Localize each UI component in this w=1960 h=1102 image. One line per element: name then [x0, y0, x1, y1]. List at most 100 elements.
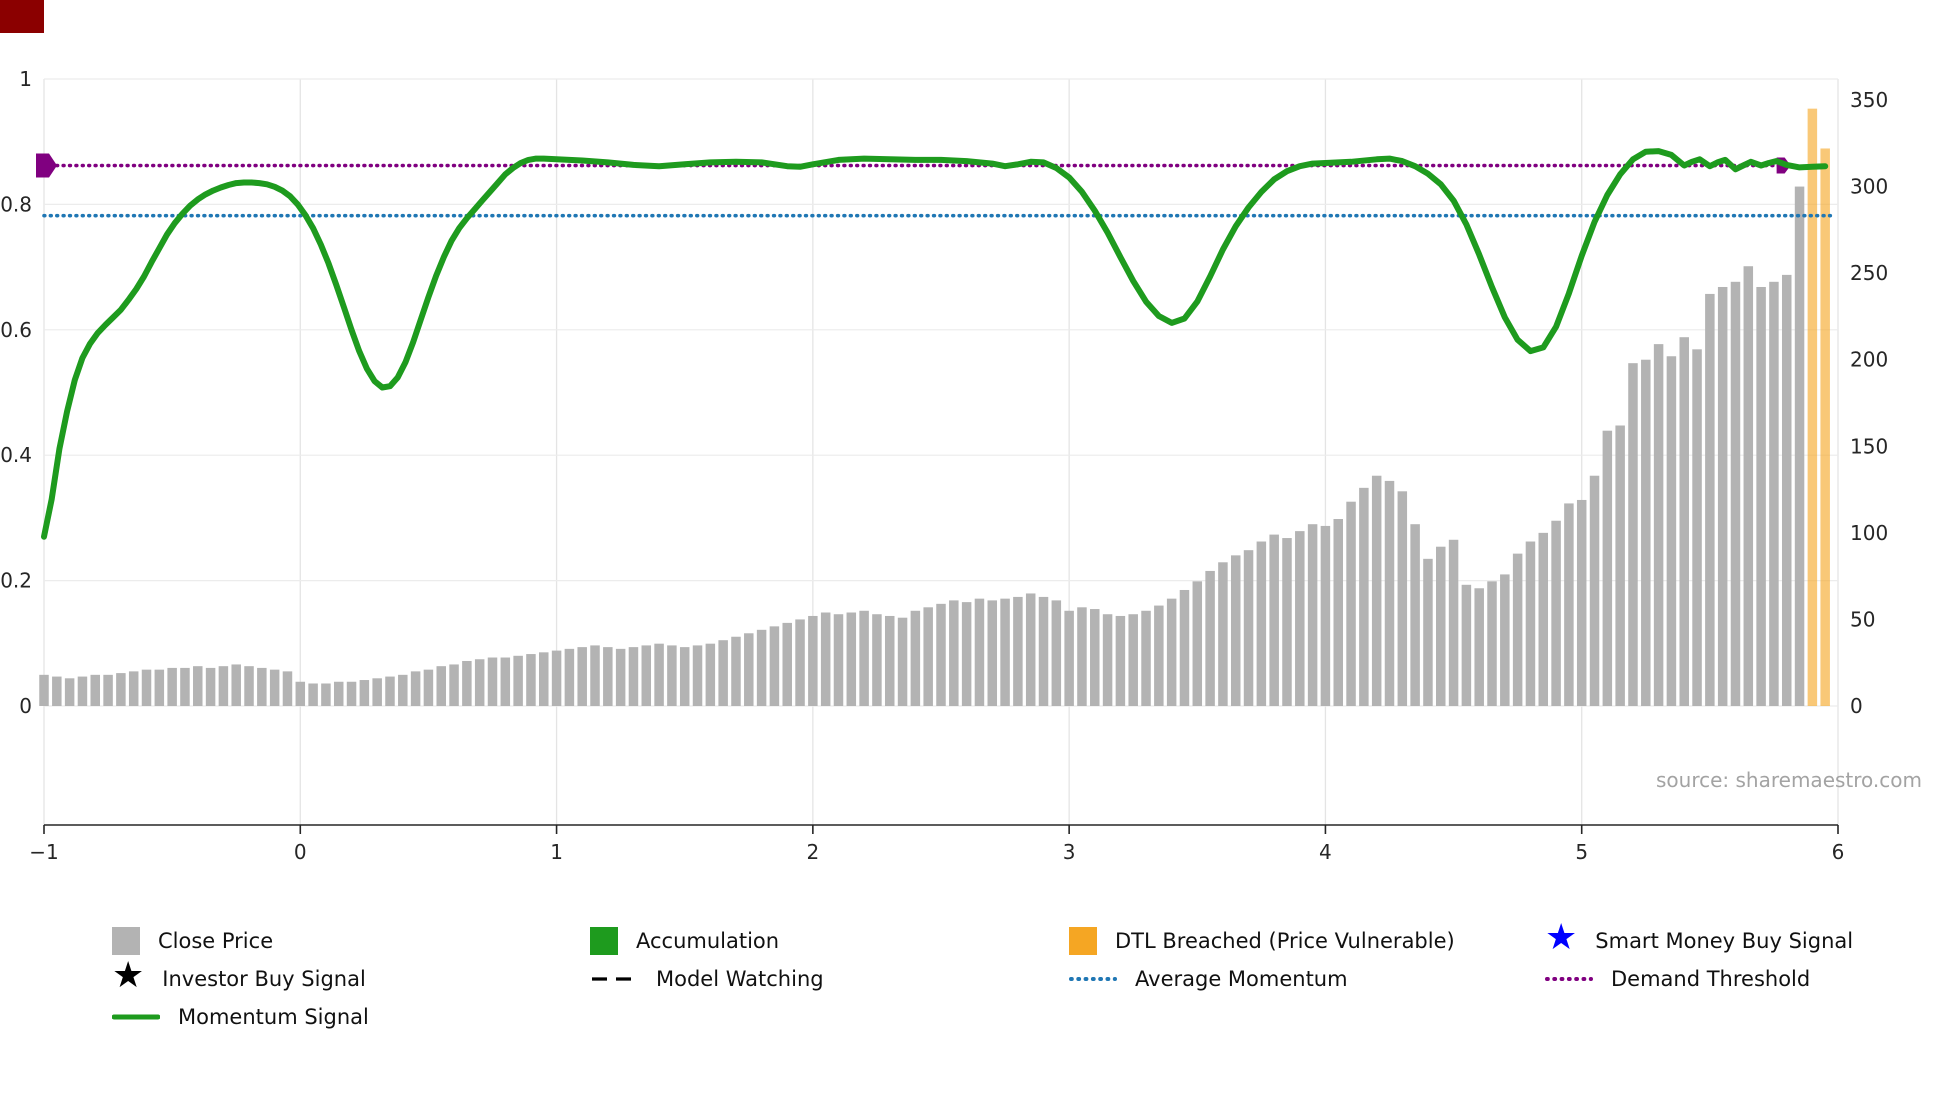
- smart-money-buy-signal-star-icon: ★: [1545, 917, 1578, 958]
- close-price-bar: [603, 647, 613, 706]
- close-price-bar: [500, 657, 511, 706]
- close-price-bar: [1461, 584, 1472, 706]
- close-price-bar: [1384, 480, 1395, 706]
- close-price-bar: [1128, 614, 1138, 706]
- close-price-bar: [1154, 605, 1164, 706]
- legend-item-demand-threshold: Demand Threshold: [1545, 960, 1810, 998]
- legend-item-model-watching: Model Watching: [590, 960, 824, 998]
- close-price-bar: [449, 664, 459, 706]
- close-price-bar: [1436, 546, 1446, 706]
- close-price-bar: [372, 678, 382, 706]
- close-price-bar: [269, 669, 280, 706]
- close-price-bar: [64, 678, 75, 706]
- investor-buy-signal-star-icon: ★: [112, 955, 145, 996]
- close-price-bar: [1320, 525, 1331, 706]
- close-price-bar: [859, 610, 869, 706]
- close-price-bar: [128, 671, 139, 706]
- close-price-bar: [77, 676, 88, 706]
- average-momentum-line-sample: [1069, 977, 1117, 981]
- close-price-bar: [1525, 541, 1536, 706]
- close-price-bar: [1282, 538, 1292, 706]
- close-price-bar: [1102, 614, 1113, 706]
- x-tick-label: −1: [29, 840, 58, 864]
- close-price-bar: [1474, 588, 1484, 706]
- close-price-bar: [1038, 596, 1049, 706]
- close-price-bar: [1064, 610, 1074, 706]
- x-tick-label: 5: [1575, 840, 1588, 864]
- close-price-bar: [231, 664, 241, 706]
- momentum-signal-curve: [41, 148, 1829, 540]
- close-price-bar: [52, 676, 62, 706]
- dtl-breached-bar: [1820, 148, 1830, 707]
- y-right-tick-label: 0: [1850, 694, 1863, 718]
- price-momentum-chart: −1 0 1 2 3 4 5 6 0 0.2 0.4 0.6 0.8 1 0 50 100 150 200 250 30…: [0, 67, 1888, 864]
- close-price-bar: [1512, 553, 1523, 706]
- close-price-bar: [833, 614, 844, 706]
- close-price-bar: [205, 667, 216, 706]
- close-price-bar: [744, 633, 754, 706]
- close-price-bar: [1371, 475, 1382, 706]
- close-price-bar: [1576, 499, 1587, 706]
- close-price-bar: [846, 612, 857, 706]
- close-price-bar: [295, 681, 306, 706]
- close-price-bar: [1538, 532, 1549, 706]
- close-price-bar: [1256, 541, 1267, 706]
- close-price-bar: [103, 674, 113, 706]
- close-price-bar: [1000, 598, 1010, 706]
- legend-label-model-watching: Model Watching: [656, 967, 824, 991]
- close-price-bar: [884, 615, 895, 706]
- close-price-bar: [487, 657, 498, 706]
- close-price-bar: [1628, 363, 1638, 706]
- close-price-bar: [526, 654, 536, 706]
- close-price-bar: [359, 680, 370, 706]
- x-tick-label: 4: [1319, 840, 1332, 864]
- y-right-tick-label: 200: [1850, 348, 1888, 372]
- legend-item-momentum-signal: Momentum Signal: [112, 998, 369, 1036]
- close-price-bar: [782, 622, 792, 706]
- close-price-bar: [1487, 581, 1497, 706]
- close-price-bar: [667, 645, 677, 706]
- close-price-bar: [1717, 286, 1728, 706]
- close-price-bar: [718, 640, 728, 706]
- legend-label-investor-buy-signal: Investor Buy Signal: [162, 967, 366, 991]
- corner-badge: [0, 0, 44, 33]
- close-price-bar: [167, 667, 177, 706]
- close-price-bar: [756, 629, 767, 706]
- legend-label-accumulation: Accumulation: [636, 929, 780, 953]
- close-price-bar: [1666, 356, 1677, 706]
- y-right-tick-label: 300: [1850, 175, 1888, 199]
- accumulation-swatch: [590, 927, 618, 955]
- demand-threshold-start-marker: [36, 153, 57, 178]
- close-price-bar: [1653, 344, 1664, 706]
- close-price-bar: [1077, 607, 1087, 706]
- y-left-tick-label: 0.4: [0, 443, 32, 467]
- x-tick-label: 6: [1832, 840, 1845, 864]
- close-price-bar: [1218, 562, 1228, 706]
- close-price-bar: [820, 612, 831, 706]
- close-price-bar: [321, 683, 331, 706]
- close-price-swatch: [112, 927, 140, 955]
- close-price-bar: [474, 659, 485, 706]
- close-price-bar: [398, 674, 408, 706]
- x-tick-label: 0: [294, 840, 307, 864]
- close-price-bar: [1359, 487, 1369, 706]
- legend-item-close-price: Close Price: [112, 922, 273, 960]
- close-price-bar: [615, 648, 626, 706]
- close-price-bar: [961, 602, 972, 706]
- close-price-bar: [257, 667, 267, 706]
- close-price-bar: [1551, 520, 1561, 706]
- close-price-bar: [1756, 286, 1766, 706]
- close-price-bar: [385, 676, 395, 706]
- close-price-bar: [333, 681, 344, 706]
- close-price-bar: [654, 643, 664, 706]
- close-price-bar: [1743, 266, 1754, 706]
- close-price-bar: [282, 671, 293, 706]
- close-price-bar: [539, 652, 549, 706]
- close-price-bar: [154, 669, 165, 706]
- close-price-bar: [1615, 425, 1625, 706]
- close-price-bar: [462, 660, 472, 706]
- close-price-bar: [244, 666, 254, 706]
- legend-item-accumulation: Accumulation: [590, 922, 779, 960]
- close-price-bar: [1500, 574, 1510, 706]
